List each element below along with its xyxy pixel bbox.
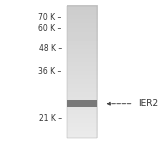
- Text: 48 K –: 48 K –: [39, 44, 62, 53]
- Bar: [67, 101, 97, 107]
- Text: 60 K –: 60 K –: [38, 24, 62, 33]
- Text: 21 K –: 21 K –: [39, 114, 62, 123]
- Bar: [67, 6, 97, 138]
- Text: IER2: IER2: [139, 99, 159, 108]
- Text: 70 K –: 70 K –: [38, 13, 62, 22]
- Text: 36 K –: 36 K –: [38, 68, 62, 76]
